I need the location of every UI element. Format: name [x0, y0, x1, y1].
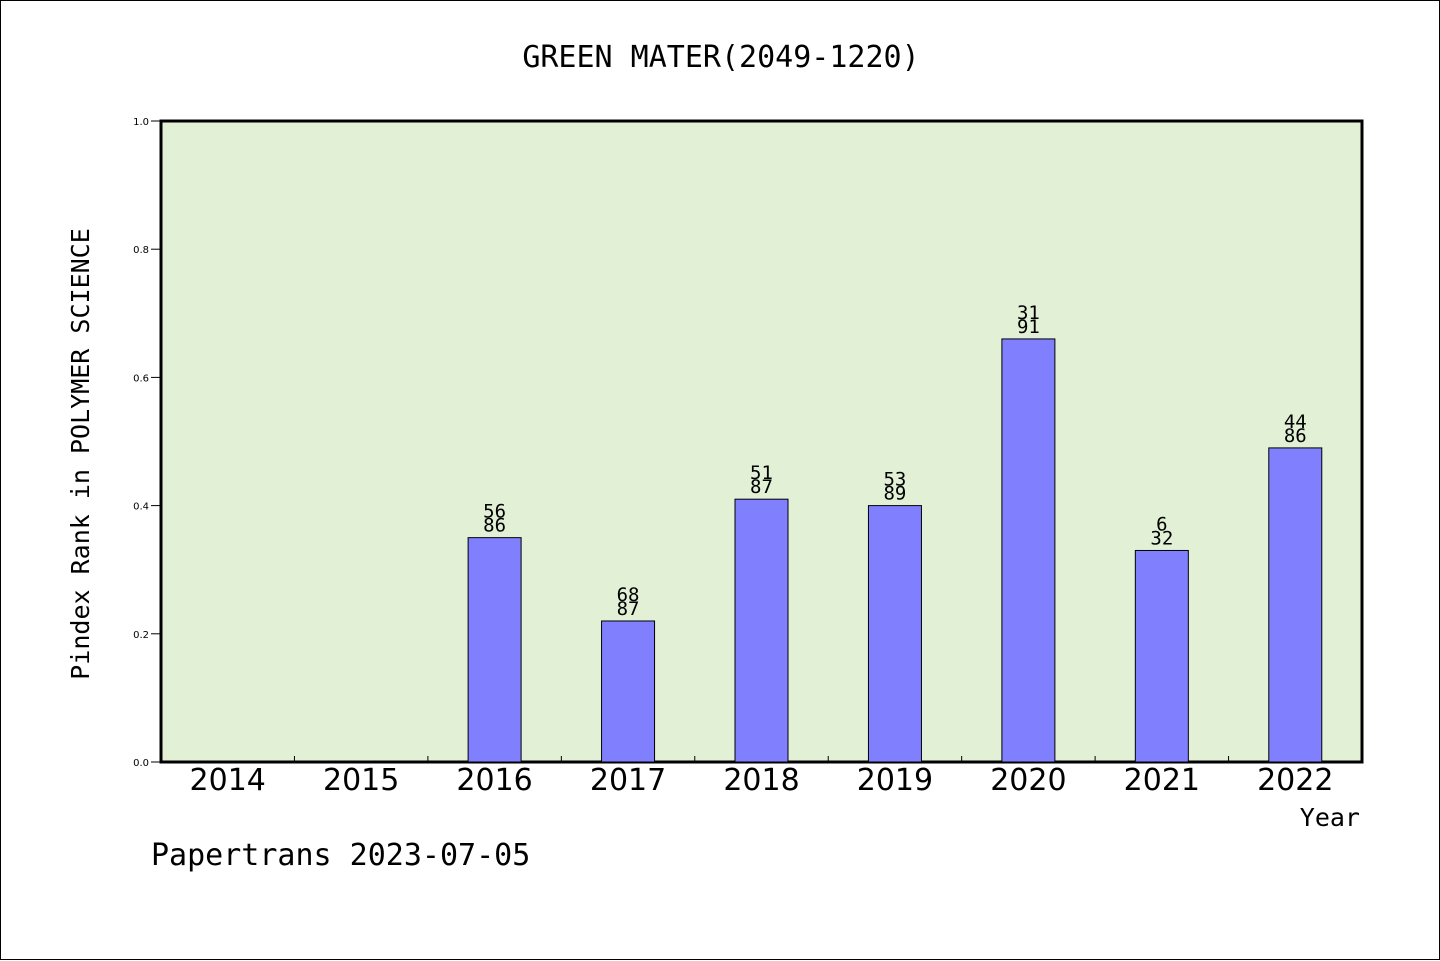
x-tick-label-2019: 2019 — [857, 763, 933, 798]
bar-label-top-2017: 68 — [617, 584, 640, 606]
y-tick-label-0.6: 0.6 — [133, 373, 149, 384]
bar-2017 — [601, 620, 656, 763]
bar-label-top-2020: 31 — [1017, 302, 1040, 324]
bar-label-top-2018: 51 — [750, 462, 773, 484]
y-tick-label-1.0: 1.0 — [133, 117, 149, 128]
x-tick-label-2022: 2022 — [1257, 763, 1333, 798]
y-tick-label-0.0: 0.0 — [133, 758, 149, 769]
y-axis-label: Pindex Rank in POLYMER SCIENCE — [66, 228, 95, 680]
bar-label-bottom-2022: 86 — [1284, 425, 1307, 447]
bar-2021 — [1134, 549, 1189, 763]
y-axis: 0.0 0.2 0.4 0.6 0.8 1.0 — [133, 117, 161, 769]
bar-label-bottom-2016: 86 — [483, 515, 506, 537]
bar-label-bottom-2017: 87 — [617, 598, 640, 620]
x-axis-label: Year — [1300, 803, 1360, 832]
bar-label-bottom-2018: 87 — [750, 476, 773, 498]
bar-label-bottom-2019: 89 — [883, 483, 906, 505]
bar-2022 — [1268, 447, 1323, 763]
bar-2020 — [1001, 338, 1056, 763]
x-tick-label-2014: 2014 — [190, 763, 266, 798]
bar-label-top-2016: 56 — [483, 501, 506, 523]
x-tick-label-2020: 2020 — [990, 763, 1066, 798]
y-tick-label-0.4: 0.4 — [133, 502, 149, 513]
bar-label-top-2021: 6 — [1156, 513, 1167, 535]
bar-2019 — [867, 505, 922, 763]
chart-title: GREEN MATER(2049-1220) — [522, 40, 919, 75]
y-tick-label-0.2: 0.2 — [133, 630, 149, 641]
x-tick-label-2018: 2018 — [723, 763, 799, 798]
x-tick-label-2016: 2016 — [456, 763, 532, 798]
x-tick-label-2017: 2017 — [590, 763, 666, 798]
x-axis: 2014 2015 2016 2017 2018 2019 2020 2021 2022 — [190, 756, 1333, 798]
bar-2016 — [467, 537, 522, 763]
bars-group — [467, 338, 1323, 763]
bar-2018 — [734, 498, 789, 763]
bar-label-bottom-2020: 91 — [1017, 316, 1040, 338]
footer-credit: Papertrans 2023-07-05 — [151, 838, 530, 873]
y-tick-label-0.8: 0.8 — [133, 245, 149, 256]
bar-label-top-2019: 53 — [883, 469, 906, 491]
bar-label-top-2022: 44 — [1284, 411, 1307, 433]
x-tick-label-2015: 2015 — [323, 763, 399, 798]
x-tick-label-2021: 2021 — [1124, 763, 1200, 798]
bar-label-bottom-2021: 32 — [1150, 527, 1173, 549]
